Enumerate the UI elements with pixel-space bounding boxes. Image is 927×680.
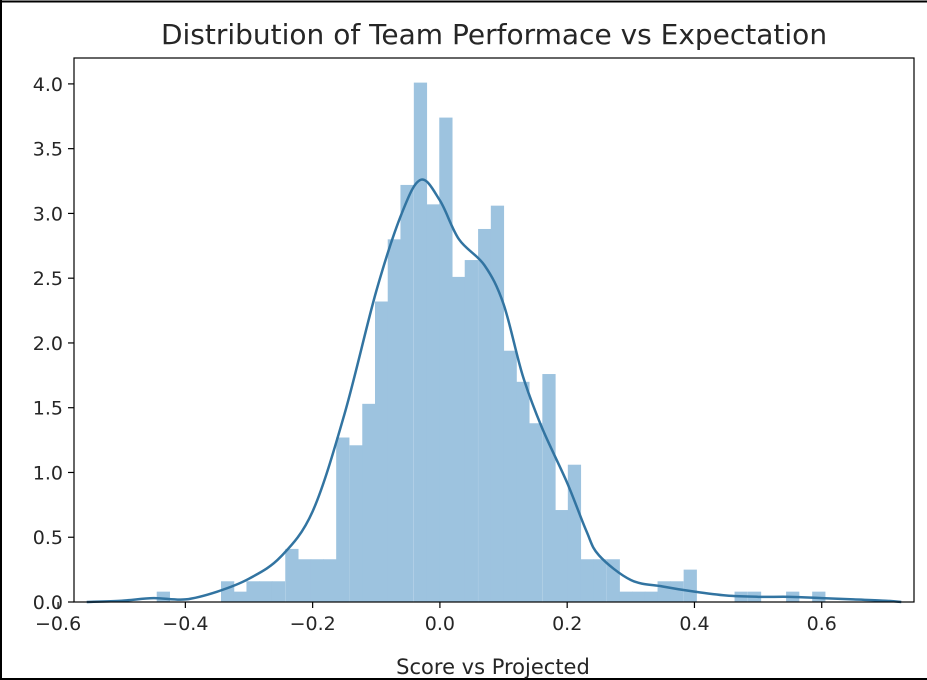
x-axis-label: Score vs Projected bbox=[396, 655, 590, 679]
histogram-bar bbox=[555, 510, 569, 602]
histogram-bar bbox=[336, 437, 350, 602]
histogram-bar bbox=[452, 276, 466, 602]
histogram-bar bbox=[259, 581, 273, 602]
kde-line bbox=[86, 178, 902, 604]
x-tick-label: 0.6 bbox=[807, 613, 837, 635]
x-tick-label: 0.4 bbox=[679, 613, 709, 635]
histogram-bar bbox=[362, 403, 376, 602]
histogram-bar bbox=[156, 591, 170, 602]
x-tick-label: −0.2 bbox=[290, 613, 336, 635]
histogram-bar bbox=[580, 559, 594, 602]
histogram-bar bbox=[670, 581, 684, 602]
histogram-bar bbox=[271, 581, 286, 602]
histogram-bar bbox=[478, 228, 492, 602]
histogram-bar bbox=[387, 239, 401, 602]
y-tick-label: 1.5 bbox=[33, 398, 63, 420]
histogram-bar bbox=[683, 569, 697, 602]
chart-title: Distribution of Team Performace vs Expec… bbox=[161, 18, 827, 51]
histogram-bar bbox=[310, 559, 324, 602]
y-tick-label: 3.5 bbox=[33, 139, 63, 161]
y-tick-label: 3.0 bbox=[33, 203, 63, 225]
histogram-bar bbox=[400, 184, 414, 602]
histogram-bar bbox=[529, 423, 543, 602]
histogram-bar bbox=[298, 559, 312, 602]
histogram-bar bbox=[426, 204, 440, 603]
histogram-bar bbox=[323, 559, 337, 602]
histogram-bar bbox=[516, 381, 530, 602]
histogram-bar bbox=[632, 591, 646, 602]
histogram-bar bbox=[413, 82, 428, 603]
y-tick-label: 2.5 bbox=[33, 268, 63, 290]
histogram-bar bbox=[464, 260, 478, 602]
histogram-bar bbox=[542, 374, 556, 602]
y-tick-label: 0.0 bbox=[33, 592, 63, 614]
histogram-bars bbox=[156, 82, 826, 603]
y-axis: 0.0 0.5 1.0 1.5 2.0 2.5 3.0 3.5 4.0 bbox=[33, 74, 74, 614]
x-tick-label: −0.6 bbox=[35, 613, 81, 635]
x-tick-label: 0.2 bbox=[552, 613, 582, 635]
histogram-bar bbox=[233, 591, 247, 602]
histogram-bar bbox=[349, 445, 363, 602]
histogram-bar bbox=[490, 205, 505, 602]
histogram-bar bbox=[644, 591, 659, 602]
histogram-bar bbox=[221, 581, 235, 602]
histogram-bar bbox=[657, 581, 671, 602]
histogram-bar bbox=[439, 117, 453, 602]
histogram-bar bbox=[593, 559, 607, 602]
histogram-bar bbox=[246, 581, 260, 602]
y-tick-label: 2.0 bbox=[33, 333, 63, 355]
y-tick-label: 1.0 bbox=[33, 462, 63, 484]
x-axis: −0.6 −0.4 −0.2 0.0 0.2 0.4 0.6 bbox=[35, 602, 837, 635]
histogram-bar bbox=[375, 301, 389, 602]
y-tick-label: 0.5 bbox=[33, 527, 63, 549]
axes-frame bbox=[73, 57, 915, 603]
histogram-bar bbox=[619, 591, 633, 602]
histogram-bar bbox=[503, 350, 517, 602]
x-tick-label: −0.4 bbox=[162, 613, 208, 635]
y-tick-label: 4.0 bbox=[33, 74, 63, 96]
histogram-bar bbox=[567, 464, 582, 602]
histogram-bar bbox=[285, 548, 299, 602]
plot-area bbox=[73, 57, 915, 604]
x-tick-label: 0.0 bbox=[425, 613, 455, 635]
